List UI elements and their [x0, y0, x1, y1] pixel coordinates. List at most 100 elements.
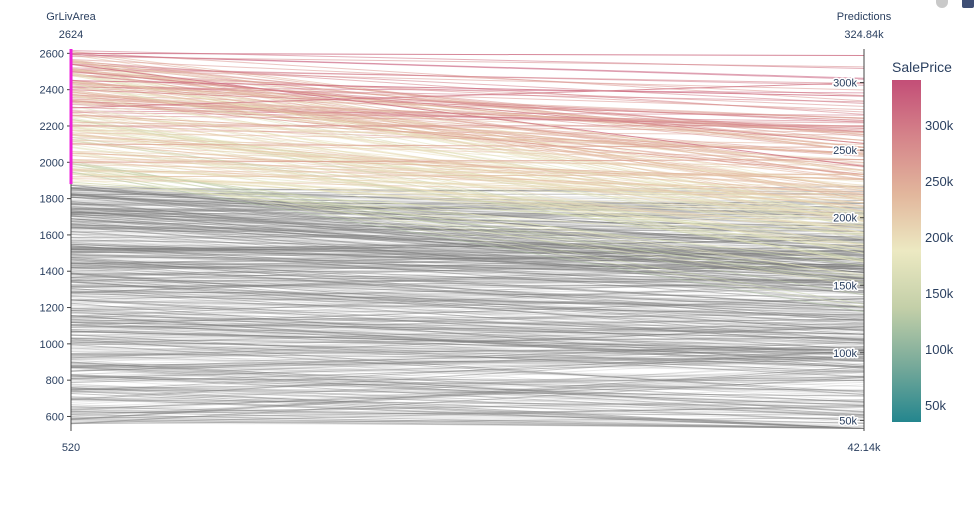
- unselected-line: [70, 249, 865, 296]
- unselected-line: [70, 323, 865, 355]
- axis-grlivarea[interactable]: GrLivArea 2624 520 600 800 1000 1200 1400 160…: [40, 11, 97, 454]
- constraint-range-bar[interactable]: [69, 49, 73, 185]
- selected-line: [70, 117, 865, 254]
- unselected-line: [70, 329, 865, 356]
- axis-grlivarea-title[interactable]: GrLivArea: [46, 11, 96, 23]
- unselected-line: [70, 328, 865, 372]
- unselected-line: [70, 281, 865, 324]
- plotly-logo-icon[interactable]: [962, 0, 974, 8]
- unselected-line: [70, 356, 865, 367]
- unselected-line: [70, 362, 865, 412]
- selected-line: [70, 120, 865, 233]
- unselected-line: [70, 337, 865, 352]
- unselected-line: [70, 245, 865, 270]
- axis-predictions[interactable]: Predictions 324.84k 42.14k 50k50k100k100…: [832, 11, 892, 454]
- unselected-line: [70, 281, 865, 334]
- unselected-line: [70, 374, 865, 403]
- axis-grlivarea-tick-label: 2600: [40, 48, 64, 60]
- unselected-line: [70, 349, 865, 352]
- unselected-line: [70, 347, 865, 359]
- selected-line: [70, 61, 865, 148]
- unselected-line: [70, 296, 865, 310]
- unselected-line: [70, 368, 865, 418]
- unselected-line: [70, 318, 865, 354]
- unselected-line: [70, 218, 865, 232]
- unselected-line: [70, 215, 865, 280]
- unselected-line: [70, 273, 865, 314]
- unselected-line: [70, 351, 865, 356]
- unselected-line: [70, 351, 865, 375]
- unselected-line: [70, 293, 865, 308]
- axis-grlivarea-tick-label: 2200: [40, 121, 64, 133]
- unselected-line: [70, 315, 865, 330]
- axis-predictions-tick-label: 50k: [839, 415, 857, 427]
- unselected-line: [70, 396, 865, 429]
- unselected-line: [70, 250, 865, 283]
- unselected-line: [70, 351, 865, 373]
- axis-predictions-ticks: 50k50k100k100k150k150k200k200k250k250k30…: [832, 76, 864, 429]
- unselected-line: [70, 280, 865, 288]
- unselected-line: [70, 295, 865, 308]
- unselected-line: [70, 404, 865, 424]
- unselected-line: [70, 226, 865, 294]
- unselected-line: [70, 379, 865, 410]
- unselected-line: [70, 228, 865, 240]
- selected-line: [70, 139, 865, 164]
- unselected-line: [70, 361, 865, 413]
- unselected-line: [70, 290, 865, 294]
- unselected-line: [70, 236, 865, 278]
- unselected-line: [70, 239, 865, 251]
- unselected-line: [70, 223, 865, 279]
- camera-icon[interactable]: [936, 0, 948, 8]
- selected-line: [70, 118, 865, 263]
- unselected-line: [70, 281, 865, 289]
- unselected-line: [70, 330, 865, 352]
- unselected-line: [70, 360, 865, 367]
- unselected-line: [70, 233, 865, 257]
- unselected-line: [70, 297, 865, 362]
- unselected-line: [70, 334, 865, 342]
- selected-line: [70, 85, 865, 119]
- unselected-line: [70, 244, 865, 267]
- unselected-line: [70, 224, 865, 285]
- unselected-line: [70, 411, 865, 416]
- unselected-line: [70, 326, 865, 359]
- sample-line: [70, 181, 865, 235]
- unselected-line: [70, 346, 865, 357]
- unselected-line: [70, 297, 865, 333]
- unselected-line: [70, 340, 865, 360]
- unselected-line: [70, 313, 865, 344]
- unselected-line: [70, 305, 865, 333]
- unselected-line: [70, 238, 865, 254]
- colorbar-tick-label: 300k: [925, 118, 954, 133]
- unselected-line: [70, 203, 865, 262]
- unselected-line: [70, 291, 865, 311]
- unselected-line: [70, 277, 865, 308]
- unselected-line: [70, 214, 865, 231]
- unselected-line: [70, 387, 865, 415]
- unselected-line: [70, 242, 865, 279]
- unselected-line: [70, 261, 865, 307]
- unselected-line: [70, 203, 865, 242]
- unselected-line: [70, 241, 865, 268]
- unselected-line: [70, 338, 865, 342]
- unselected-line: [70, 260, 865, 286]
- unselected-line: [70, 271, 865, 273]
- unselected-line: [70, 280, 865, 305]
- unselected-line: [70, 393, 865, 429]
- sample-line: [70, 82, 865, 109]
- unselected-line: [70, 223, 865, 274]
- unselected-line: [70, 205, 865, 269]
- unselected-line: [70, 302, 865, 366]
- unselected-line: [70, 291, 865, 298]
- axis-predictions-title[interactable]: Predictions: [837, 11, 892, 23]
- unselected-line: [70, 322, 865, 335]
- unselected-line: [70, 321, 865, 363]
- unselected-line: [70, 318, 865, 359]
- unselected-line: [70, 419, 865, 429]
- unselected-line: [70, 261, 865, 280]
- axis-grlivarea-ticks: 600 800 1000 1200 1400 1600 1800 2000 2200 2400 26…: [40, 48, 71, 423]
- unselected-line: [70, 356, 865, 373]
- axis-predictions-tick-label: 300k: [833, 78, 857, 90]
- unselected-line: [70, 289, 865, 303]
